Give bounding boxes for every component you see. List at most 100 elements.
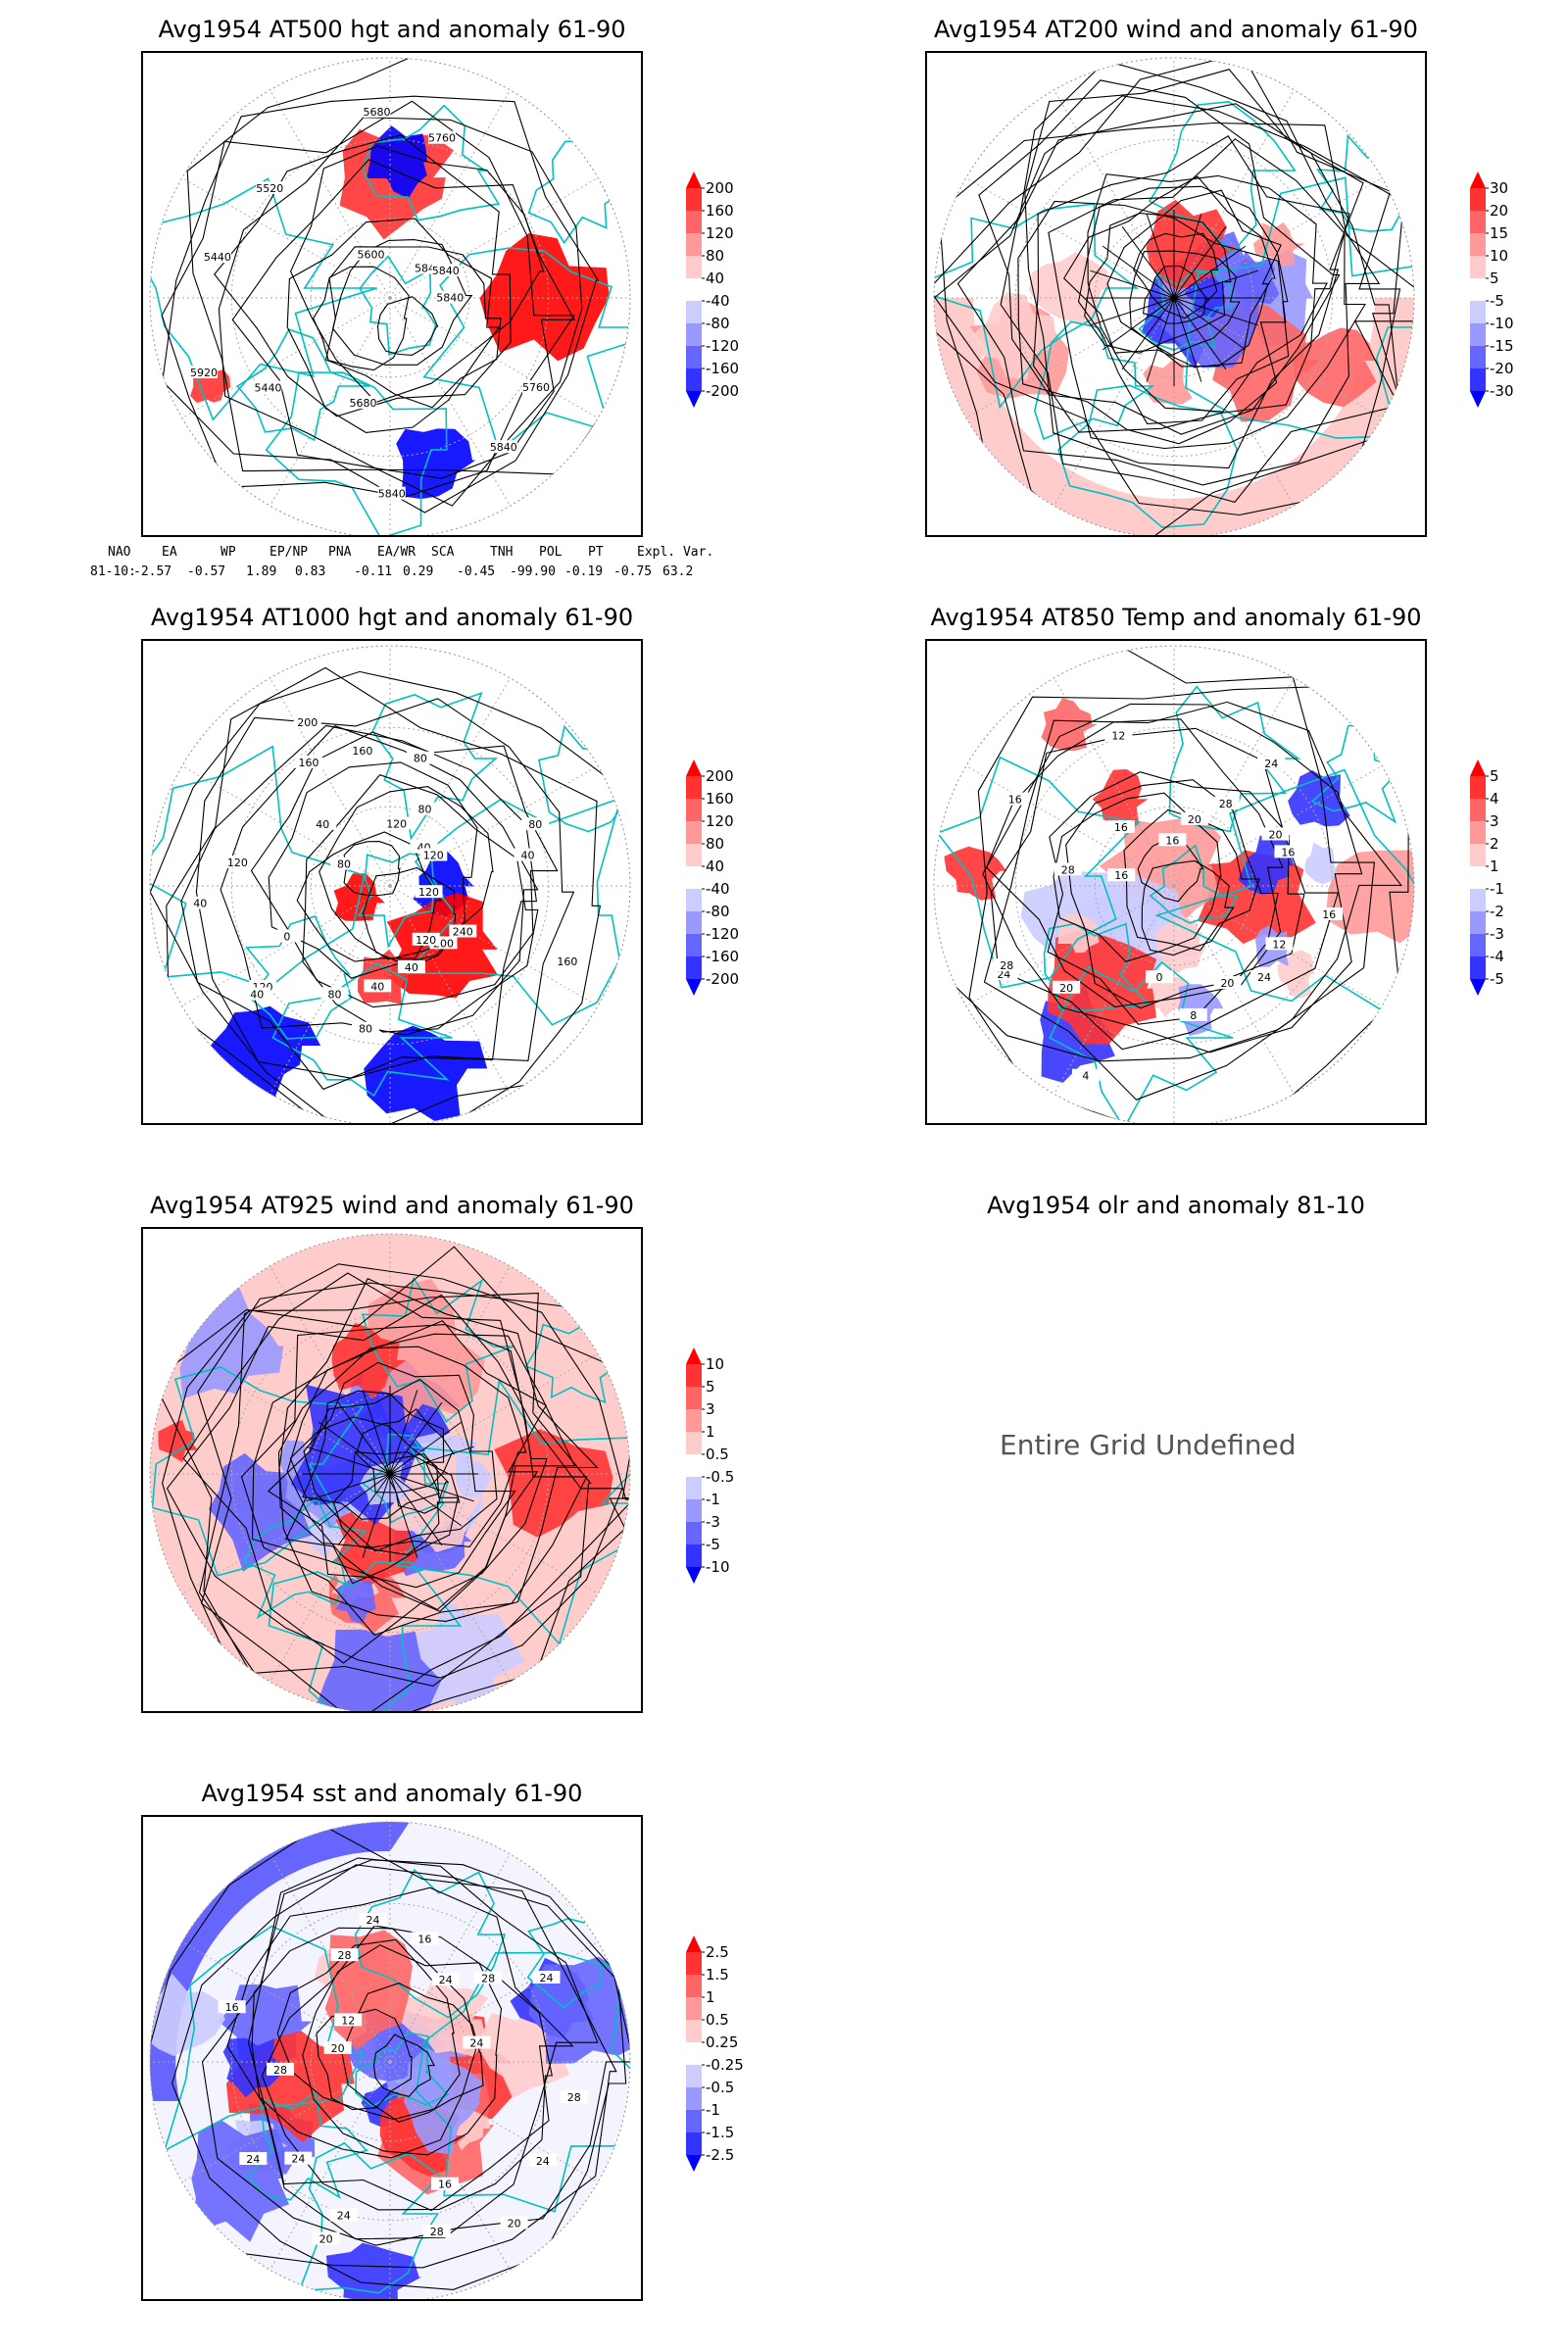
contour-label: 16 — [1322, 908, 1336, 921]
meridian-line — [1173, 885, 1295, 1095]
contour-label-bg — [463, 2035, 491, 2049]
map-frame: 16 12 24 20 8 0 4 20 24 28 28 16 16 16 12 16 20 28 24 20 16 — [925, 639, 1427, 1125]
coastline — [396, 1378, 630, 1646]
contour-line — [261, 1925, 553, 2211]
contour-label: 28 — [1061, 863, 1075, 876]
polar-map — [149, 1233, 631, 1711]
streamline — [389, 1390, 418, 1475]
streamline — [1173, 297, 1202, 382]
contour-label: 20 — [1269, 828, 1283, 841]
index-value: -99.90 — [510, 564, 556, 579]
coastline — [1315, 133, 1412, 232]
colorbar-segment — [686, 323, 702, 346]
contour-label: 80 — [417, 804, 431, 816]
contour-label-bg — [1250, 970, 1279, 984]
contour-label-bg — [352, 1021, 380, 1035]
colorbar-label: -1 — [706, 1491, 720, 1508]
colorbar-label: 40 — [706, 270, 725, 287]
colorbar-label: 1 — [706, 1423, 715, 1441]
colorbar-segment — [686, 2132, 702, 2155]
coastline — [1168, 685, 1301, 833]
contour-label-bg — [272, 929, 301, 943]
streamline — [306, 1446, 391, 1475]
coastline — [422, 247, 630, 453]
colorbar-label: 10 — [706, 1355, 725, 1373]
colorbar-label: 20 — [1490, 202, 1509, 220]
colorbar-label: -200 — [706, 970, 740, 988]
meridian-line — [389, 677, 511, 887]
contour-line — [231, 159, 576, 479]
contour-label-bg — [1158, 833, 1187, 847]
map-boundary — [149, 645, 631, 1123]
colorbar-arrow-top — [686, 172, 702, 188]
map-content — [150, 646, 630, 1123]
colorbar-segment — [686, 844, 702, 866]
contour-line — [201, 1859, 630, 2246]
contour-label-bg — [312, 2231, 340, 2245]
contour-label: 28 — [337, 1949, 351, 1962]
contour-label-bg — [1001, 792, 1029, 806]
meridian-line — [389, 1853, 511, 2063]
contour-label: 120 — [418, 886, 439, 899]
colorbar-label: -120 — [706, 337, 740, 355]
contour-label-bg — [1106, 819, 1135, 833]
contour-label: 24 — [367, 1914, 380, 1927]
streamline — [152, 1246, 630, 1711]
coastline — [1138, 270, 1234, 351]
index-header: PNA — [328, 545, 352, 560]
contour-label: 120 — [386, 818, 407, 831]
panel-title: Avg1954 sst and anomaly 61-90 — [201, 1780, 583, 1807]
contour-label-bg — [528, 2153, 557, 2167]
contour-label-bg — [239, 2152, 268, 2166]
contour-label: 200 — [297, 716, 318, 729]
coastline — [236, 328, 370, 442]
contour-label-bg — [1315, 906, 1344, 920]
contour-line — [247, 1857, 599, 2240]
colorbar-segment — [1470, 233, 1486, 256]
colorbar-segment — [1470, 323, 1486, 346]
index-header: TNH — [490, 545, 514, 560]
colorbar-segment — [1470, 346, 1486, 368]
index-header: SCA — [431, 545, 455, 560]
streamline — [1087, 173, 1328, 413]
colorbar-arrow-bottom — [686, 391, 702, 408]
anomaly-shading — [479, 233, 610, 362]
streamline — [389, 1446, 474, 1475]
contour-line — [1141, 859, 1235, 956]
streamline — [1000, 103, 1400, 504]
colorbar-segment — [686, 889, 702, 911]
contour-line — [1137, 835, 1204, 903]
contour-label: 0 — [1155, 971, 1162, 984]
contour-label: 5600 — [358, 249, 385, 262]
contour-label-bg — [382, 816, 411, 830]
panel-title: Avg1954 AT850 Temp and anomaly 61-90 — [930, 604, 1422, 631]
meridian-line — [1173, 177, 1383, 299]
anomaly-shading — [208, 1452, 313, 1572]
colorbar-label: 1 — [1490, 858, 1499, 875]
meridian-line — [270, 89, 391, 299]
contour-label-bg — [500, 2216, 528, 2230]
meridian-line — [270, 885, 391, 1095]
contour-label: 12 — [341, 2014, 355, 2027]
colorbar-segment — [686, 301, 702, 323]
contour-line — [195, 698, 575, 1079]
colorbar: 2.5 1.5 1 0.5 0.25 -0.25 -0.5 -1 -1.5 -2.5 — [686, 1936, 744, 2221]
contour-line — [331, 239, 473, 366]
contour-line — [985, 718, 1284, 1008]
colorbar-label: -160 — [706, 360, 740, 377]
meridian-line — [389, 1473, 599, 1594]
contour-label: 16 — [1165, 834, 1179, 847]
map-frame: 5840 5760 5840 5840 5680 5440 5920 5440 5520 5600… — [141, 51, 643, 537]
contour-label: 12 — [1111, 729, 1125, 742]
colorbar-segment — [686, 346, 702, 368]
colorbar-segment — [1470, 934, 1486, 956]
contour-label: 28 — [430, 2226, 444, 2238]
anomaly-shading — [1057, 912, 1101, 954]
coastline — [1185, 176, 1414, 439]
contour-label-bg — [422, 2225, 451, 2238]
contour-label-bg — [293, 714, 321, 728]
streamline — [1063, 175, 1276, 368]
index-header: PT — [588, 545, 604, 560]
colorbar-segment — [686, 278, 702, 301]
panel-title: Avg1954 olr and anomaly 81-10 — [987, 1192, 1365, 1219]
